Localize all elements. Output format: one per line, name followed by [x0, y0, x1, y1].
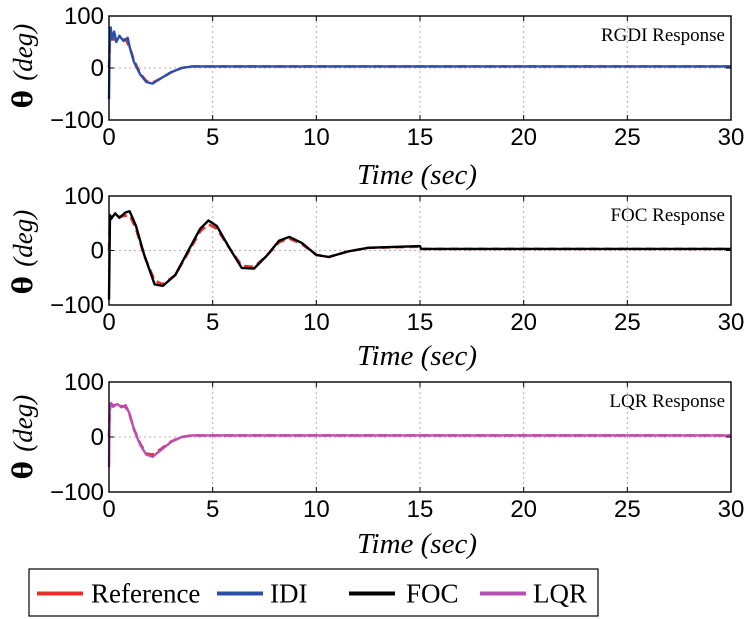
legend-item-foc: FOC: [349, 579, 459, 609]
x-tick-label: 5: [206, 124, 219, 151]
x-tick-label: 0: [102, 496, 115, 523]
x-tick-label: 20: [510, 496, 537, 523]
x-tick-label: 30: [718, 309, 745, 336]
x-tick-label: 25: [614, 496, 641, 523]
x-tick-label: 5: [206, 496, 219, 523]
y-tick-label: −100: [50, 479, 104, 506]
x-axis-label: Time (sec): [357, 528, 477, 560]
series-line-idi: [107, 26, 731, 100]
y-axis-unit: (deg): [8, 395, 38, 452]
y-axis-symbol: θ: [8, 81, 39, 108]
x-tick-label: 5: [206, 309, 219, 336]
y-tick-label: 0: [91, 424, 104, 451]
legend-label: FOC: [406, 579, 459, 609]
legend-item-lqr: LQR: [480, 579, 587, 609]
y-axis-label: θ (deg): [8, 210, 39, 294]
series-line-foc: [107, 210, 731, 300]
y-tick-label: 0: [91, 238, 104, 265]
x-tick-label: 30: [718, 124, 745, 151]
y-axis-label: θ (deg): [8, 24, 39, 108]
x-tick-label: 25: [614, 309, 641, 336]
x-axis-label: Time (sec): [357, 159, 477, 191]
panel-title: LQR Response: [609, 391, 725, 412]
y-tick-label: 100: [64, 183, 104, 210]
y-axis-label: θ (deg): [8, 395, 39, 479]
y-tick-label: −100: [50, 107, 104, 134]
x-tick-label: 15: [407, 309, 434, 336]
legend-label: Reference: [91, 579, 200, 609]
x-tick-label: 15: [407, 124, 434, 151]
x-tick-label: 25: [614, 124, 641, 151]
x-tick-label: 15: [407, 496, 434, 523]
y-tick-label: −100: [50, 292, 104, 319]
legend-item-idi: IDI: [217, 579, 307, 609]
legend: Reference IDI FOC LQR: [28, 568, 599, 617]
x-tick-label: 0: [102, 124, 115, 151]
panel-title: RGDI Response: [601, 25, 725, 46]
legend-label: LQR: [533, 579, 587, 609]
x-tick-label: 10: [303, 124, 330, 151]
legend-label: IDI: [270, 579, 307, 609]
y-axis-unit: (deg): [8, 24, 38, 81]
x-tick-label: 20: [510, 309, 537, 336]
legend-item-reference: Reference: [37, 579, 200, 609]
x-tick-label: 0: [102, 309, 115, 336]
y-axis-symbol: θ: [8, 452, 39, 479]
x-tick-label: 10: [303, 309, 330, 336]
series-line-lqr: [107, 401, 731, 468]
y-tick-label: 100: [64, 3, 104, 30]
y-tick-label: 100: [64, 369, 104, 396]
y-tick-label: 0: [91, 55, 104, 82]
x-tick-label: 30: [718, 496, 745, 523]
x-axis-label: Time (sec): [357, 340, 477, 372]
panel-title: FOC Response: [610, 205, 725, 226]
y-axis-symbol: θ: [8, 267, 39, 294]
x-tick-label: 20: [510, 124, 537, 151]
x-tick-label: 10: [303, 496, 330, 523]
y-axis-unit: (deg): [8, 210, 38, 267]
